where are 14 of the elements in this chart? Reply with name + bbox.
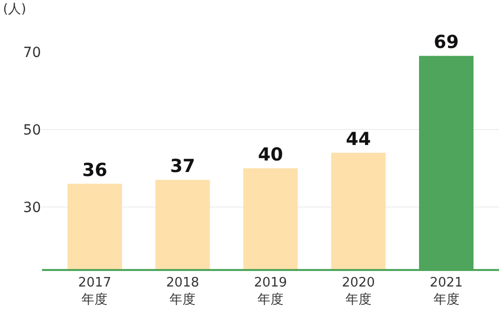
y-tick-label: 30 bbox=[23, 200, 41, 216]
x-tick-label: 2018 年度 bbox=[166, 276, 200, 308]
x-tick-label: 2019 年度 bbox=[254, 276, 288, 308]
y-tick-label: 70 bbox=[23, 44, 41, 61]
y-axis-title: (人) bbox=[3, 2, 26, 17]
data-label: 44 bbox=[346, 128, 371, 150]
data-label: 36 bbox=[82, 160, 108, 181]
data-label: 69 bbox=[434, 32, 459, 53]
y-tick-label: 50 bbox=[23, 122, 41, 138]
data-label: 40 bbox=[258, 144, 284, 166]
x-tick-label: 2020 年度 bbox=[342, 276, 375, 308]
x-tick-label: 2017 年度 bbox=[78, 276, 112, 308]
x-tick-label: 2021 年度 bbox=[430, 276, 463, 308]
data-label: 37 bbox=[170, 156, 196, 177]
